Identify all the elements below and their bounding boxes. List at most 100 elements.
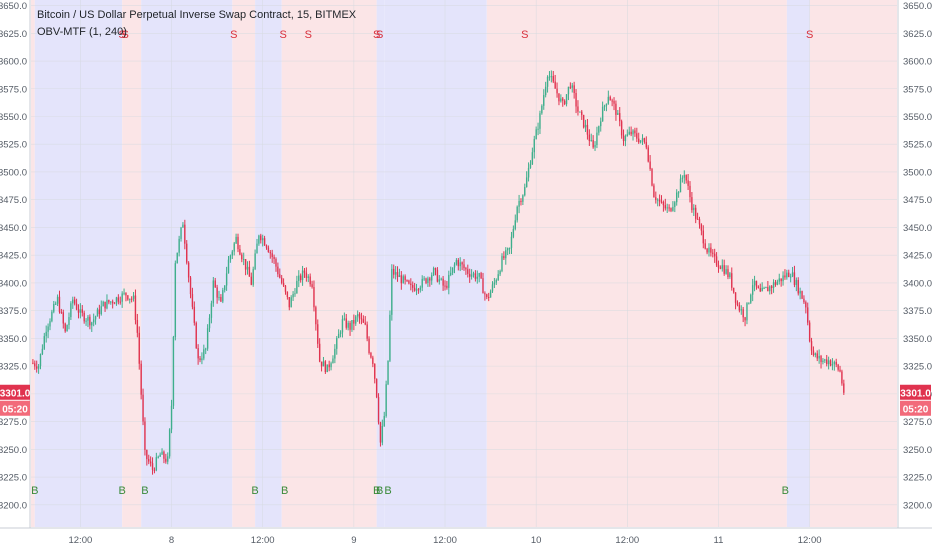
candle-body <box>149 461 152 464</box>
candle-body <box>339 332 342 334</box>
candle-body <box>431 275 433 281</box>
candle-body <box>607 96 610 104</box>
sell-signal: S <box>305 29 312 41</box>
candle-body <box>600 121 602 127</box>
candle-body <box>186 243 188 263</box>
candle-body <box>533 139 535 153</box>
candle-body <box>495 280 497 283</box>
time-axis[interactable]: 12:00 8 12:00 9 12:00 10 12:00 11 12:00 <box>0 527 932 550</box>
candle-body <box>527 167 530 178</box>
candle-body <box>657 199 659 201</box>
candle-body <box>130 298 133 300</box>
candle-body <box>638 138 640 143</box>
x-tick-label: 10 <box>531 535 542 546</box>
candle-body <box>810 341 813 351</box>
x-tick-label: 12:00 <box>615 535 639 546</box>
x-tick-label: 12:00 <box>798 535 822 546</box>
candle-body <box>193 306 196 323</box>
candle-body <box>620 121 623 136</box>
candle-body <box>674 202 676 207</box>
candle-body <box>79 309 82 313</box>
candle-body <box>123 292 125 294</box>
candle-body <box>681 177 684 179</box>
candle-body <box>453 264 456 268</box>
candle-body <box>307 276 309 278</box>
candle-body <box>85 320 87 322</box>
countdown-box <box>0 400 30 416</box>
candle-body <box>174 263 177 337</box>
candle-body <box>151 463 154 470</box>
indicator-label[interactable]: OBV-MTF (1, 240) <box>37 26 127 38</box>
candle-body <box>256 243 258 254</box>
candle-body <box>780 278 782 282</box>
candle-body <box>719 267 722 269</box>
candle-body <box>396 272 399 278</box>
candle-body <box>713 253 716 257</box>
x-tick-label: 12:00 <box>68 535 92 546</box>
candle-body <box>571 85 573 88</box>
candle-body <box>537 128 539 130</box>
last-price-label-right: 3301.0 05:20 <box>900 384 931 416</box>
candle-body <box>248 266 251 277</box>
y-tick-label: 3650.0 <box>0 1 27 12</box>
y-tick-label: 3600.0 <box>0 57 27 68</box>
candle-body <box>351 320 353 330</box>
candle-body <box>301 270 304 281</box>
candle-body <box>482 278 484 294</box>
candle-body <box>167 456 169 462</box>
candle-body <box>313 287 315 308</box>
candle-body <box>180 227 182 239</box>
buy-signal: B <box>118 485 125 497</box>
candle-body <box>584 124 587 128</box>
candle-body <box>286 291 289 297</box>
candle-body <box>155 457 158 471</box>
candle-body <box>252 269 254 285</box>
candle-body <box>210 303 213 318</box>
candle-body <box>66 325 68 332</box>
candle-body <box>651 168 653 186</box>
candle-body <box>413 287 416 291</box>
candle-body <box>269 252 271 254</box>
candle-body <box>632 130 634 135</box>
candle-body <box>503 256 505 259</box>
candle-body <box>389 314 391 361</box>
candle-body <box>539 113 541 129</box>
buy-signal: B <box>384 485 391 497</box>
candle-body <box>712 252 714 254</box>
candle-body <box>427 278 429 283</box>
candle-body <box>165 458 167 462</box>
candle-body <box>626 134 629 137</box>
y-tick-label: 3525.0 <box>0 140 27 151</box>
left-price-axis[interactable]: 3200.03225.03250.03275.03300.03325.03350… <box>0 0 31 528</box>
candle-body <box>518 200 520 207</box>
candle-body <box>51 311 53 322</box>
candle-body <box>486 294 488 298</box>
candle-body <box>195 322 197 349</box>
candle-body <box>315 307 317 325</box>
last-price-label-left: 3301.0 05:20 <box>0 384 31 416</box>
candle-body <box>98 309 101 315</box>
candle-body <box>520 200 522 202</box>
candle-body <box>750 294 752 303</box>
candle-body <box>755 280 758 287</box>
candle-body <box>178 238 180 253</box>
candle-body <box>360 318 363 320</box>
candle-body <box>341 319 344 333</box>
candle-body <box>579 111 581 113</box>
candle-body <box>197 348 199 359</box>
candle-body <box>687 180 689 186</box>
right-price-axis[interactable]: 3200.03225.03250.03275.03300.03325.03350… <box>897 0 932 528</box>
y-tick-label: 3450.0 <box>903 223 932 234</box>
candle-body <box>843 383 845 393</box>
candle-body <box>769 286 771 292</box>
candle-body <box>751 285 754 295</box>
candle-body <box>512 228 515 237</box>
candle-body <box>299 275 302 281</box>
y-tick-label: 3425.0 <box>903 251 932 262</box>
candle-body <box>117 297 120 302</box>
x-tick-label: 12:00 <box>251 535 275 546</box>
candle-body <box>91 322 93 326</box>
candle-body <box>324 361 327 373</box>
candle-body <box>205 348 207 350</box>
